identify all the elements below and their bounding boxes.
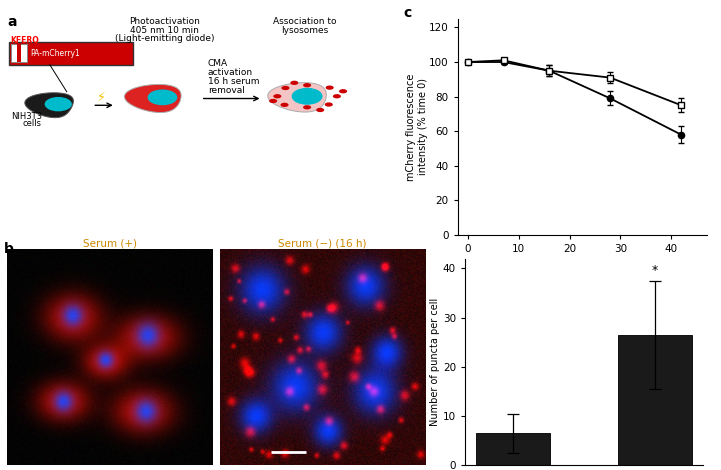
Polygon shape	[25, 93, 74, 118]
Bar	[11, 44, 27, 63]
Polygon shape	[267, 83, 327, 112]
Text: KFERQ: KFERQ	[11, 36, 40, 45]
Text: c: c	[403, 6, 412, 20]
Text: Association to: Association to	[273, 17, 337, 26]
Y-axis label: mCherry fluorescence
intensity (% time 0): mCherry fluorescence intensity (% time 0…	[406, 73, 428, 180]
Circle shape	[148, 89, 177, 105]
Circle shape	[324, 102, 333, 107]
Text: Photoactivation: Photoactivation	[129, 17, 200, 26]
Bar	[476, 433, 550, 465]
Circle shape	[317, 108, 324, 112]
Text: 16 h serum: 16 h serum	[208, 77, 260, 86]
X-axis label: Time (h): Time (h)	[561, 259, 603, 270]
Text: PA-mCherry1: PA-mCherry1	[30, 49, 80, 58]
Circle shape	[273, 94, 281, 98]
Text: removal: removal	[208, 86, 245, 95]
Circle shape	[303, 105, 311, 110]
Circle shape	[339, 89, 347, 94]
Circle shape	[333, 94, 341, 98]
Text: CMA: CMA	[208, 59, 228, 68]
Title: Serum (−) (16 h): Serum (−) (16 h)	[278, 238, 367, 248]
Bar	[17, 44, 21, 63]
Polygon shape	[125, 85, 181, 112]
Text: activation: activation	[208, 68, 253, 77]
Title: Serum (+): Serum (+)	[83, 238, 137, 248]
Circle shape	[326, 86, 334, 90]
Circle shape	[291, 81, 298, 85]
Y-axis label: Number of puncta per cell: Number of puncta per cell	[430, 298, 440, 426]
Circle shape	[292, 88, 322, 104]
Text: *: *	[652, 264, 658, 277]
Circle shape	[269, 99, 277, 103]
Bar	[9, 42, 133, 65]
Text: b: b	[4, 242, 14, 256]
Text: lysosomes: lysosomes	[281, 26, 329, 35]
Text: cells: cells	[22, 119, 41, 128]
Circle shape	[281, 86, 290, 90]
Text: a: a	[8, 15, 17, 29]
Text: ⚡: ⚡	[97, 91, 106, 104]
Circle shape	[303, 83, 311, 87]
Text: NIH3T3: NIH3T3	[12, 112, 43, 121]
Circle shape	[280, 103, 288, 107]
Circle shape	[45, 97, 72, 111]
Bar	[618, 335, 692, 465]
Text: 405 nm 10 min: 405 nm 10 min	[131, 26, 199, 35]
Text: (Light-emitting diode): (Light-emitting diode)	[115, 34, 214, 43]
